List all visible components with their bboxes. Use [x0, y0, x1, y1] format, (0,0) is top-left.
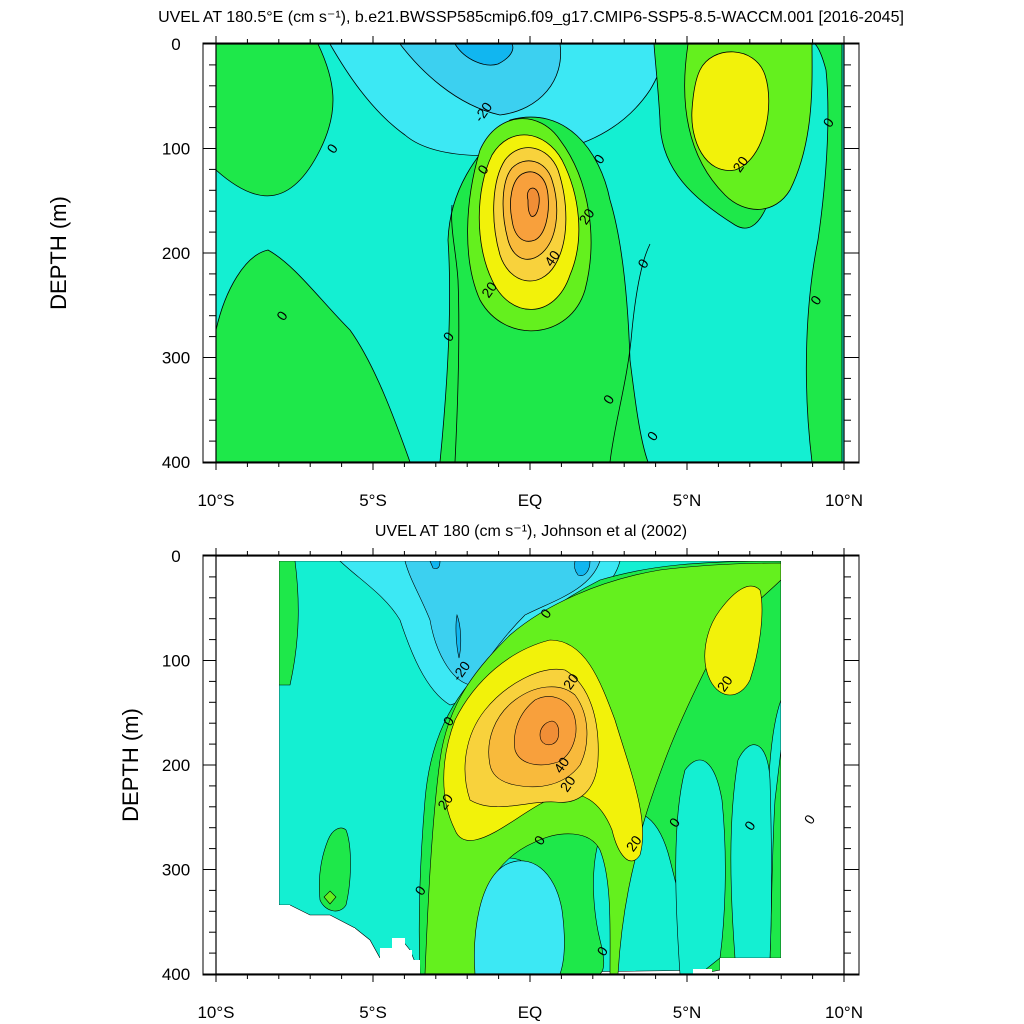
band-le-m30-b [455, 613, 462, 659]
band-le-m30-c [574, 560, 591, 576]
contour-field [216, 556, 844, 974]
band-20-30-ne [691, 51, 770, 171]
mask-notch-white [693, 969, 712, 974]
x-tick-label: EQ [518, 491, 543, 510]
band-le-m30 [454, 44, 514, 66]
band-m10-0-eastern-pocket-2 [730, 744, 772, 959]
mask-west-white [216, 561, 420, 974]
x-tick-labels: 10°S 5°S EQ 5°N 10°N [197, 1003, 863, 1022]
tick-marks [203, 548, 859, 982]
y-tick-label: 300 [162, 349, 190, 368]
band-m20-m10-bottom [474, 860, 565, 974]
y-tick-label: 300 [162, 861, 190, 880]
band-20-30-ne [704, 585, 763, 696]
band-le-m30-a [429, 560, 441, 569]
y-tick-labels: 0 100 200 300 400 [162, 547, 190, 984]
band-10-20-sw-dot [323, 890, 337, 905]
x-tick-labels: 10°S 5°S EQ 5°N 10°N [197, 491, 863, 510]
y-tick-label: 400 [162, 965, 190, 984]
band-m30-m20 [399, 44, 562, 116]
band-0-10-sw-upper [216, 44, 334, 197]
x-tick-label: 5°S [359, 1003, 387, 1022]
band-ge-60 [539, 720, 560, 746]
y-tick-label: 0 [171, 547, 180, 566]
panel-observed: UVEL AT 180 (cm s⁻¹), Johnson et al (200… [118, 523, 863, 1022]
contour-field [216, 44, 844, 462]
x-tick-label: 10°S [197, 1003, 234, 1022]
band-0-10-sw-lower [216, 249, 411, 462]
x-tick-label: 5°S [359, 491, 387, 510]
x-tick-label: 5°N [673, 491, 702, 510]
band-0-10-sw-blob [318, 827, 351, 912]
panel-title: UVEL AT 180.5°E (cm s⁻¹), b.e21.BWSSP585… [158, 9, 904, 26]
y-axis-label: DEPTH (m) [118, 708, 143, 822]
y-tick-labels: 0 100 200 300 400 [162, 35, 190, 472]
band-ge-60 [526, 187, 540, 217]
tick-marks [203, 36, 859, 470]
x-tick-label: 10°N [825, 1003, 863, 1022]
x-tick-label: EQ [518, 1003, 543, 1022]
x-tick-label: 5°N [673, 1003, 702, 1022]
y-tick-label: 400 [162, 453, 190, 472]
y-axis-label: DEPTH (m) [46, 196, 71, 310]
y-tick-label: 200 [162, 244, 190, 263]
y-tick-label: 100 [162, 140, 190, 159]
x-tick-label: 10°N [825, 491, 863, 510]
mask-east-white [720, 561, 844, 974]
y-tick-label: 100 [162, 652, 190, 671]
x-tick-label: 10°S [197, 491, 234, 510]
panel-title: UVEL AT 180 (cm s⁻¹), Johnson et al (200… [375, 523, 687, 540]
y-tick-label: 0 [171, 35, 180, 54]
y-tick-label: 200 [162, 756, 190, 775]
contour-line-0-east [609, 243, 651, 462]
panel-model: UVEL AT 180.5°E (cm s⁻¹), b.e21.BWSSP585… [46, 9, 904, 510]
contour-line-0-mid [451, 204, 460, 462]
band-0-10-west-strip [278, 560, 299, 686]
band-m10-0-eastern-pocket-1 [675, 759, 726, 974]
mask-upper-white [216, 556, 844, 561]
